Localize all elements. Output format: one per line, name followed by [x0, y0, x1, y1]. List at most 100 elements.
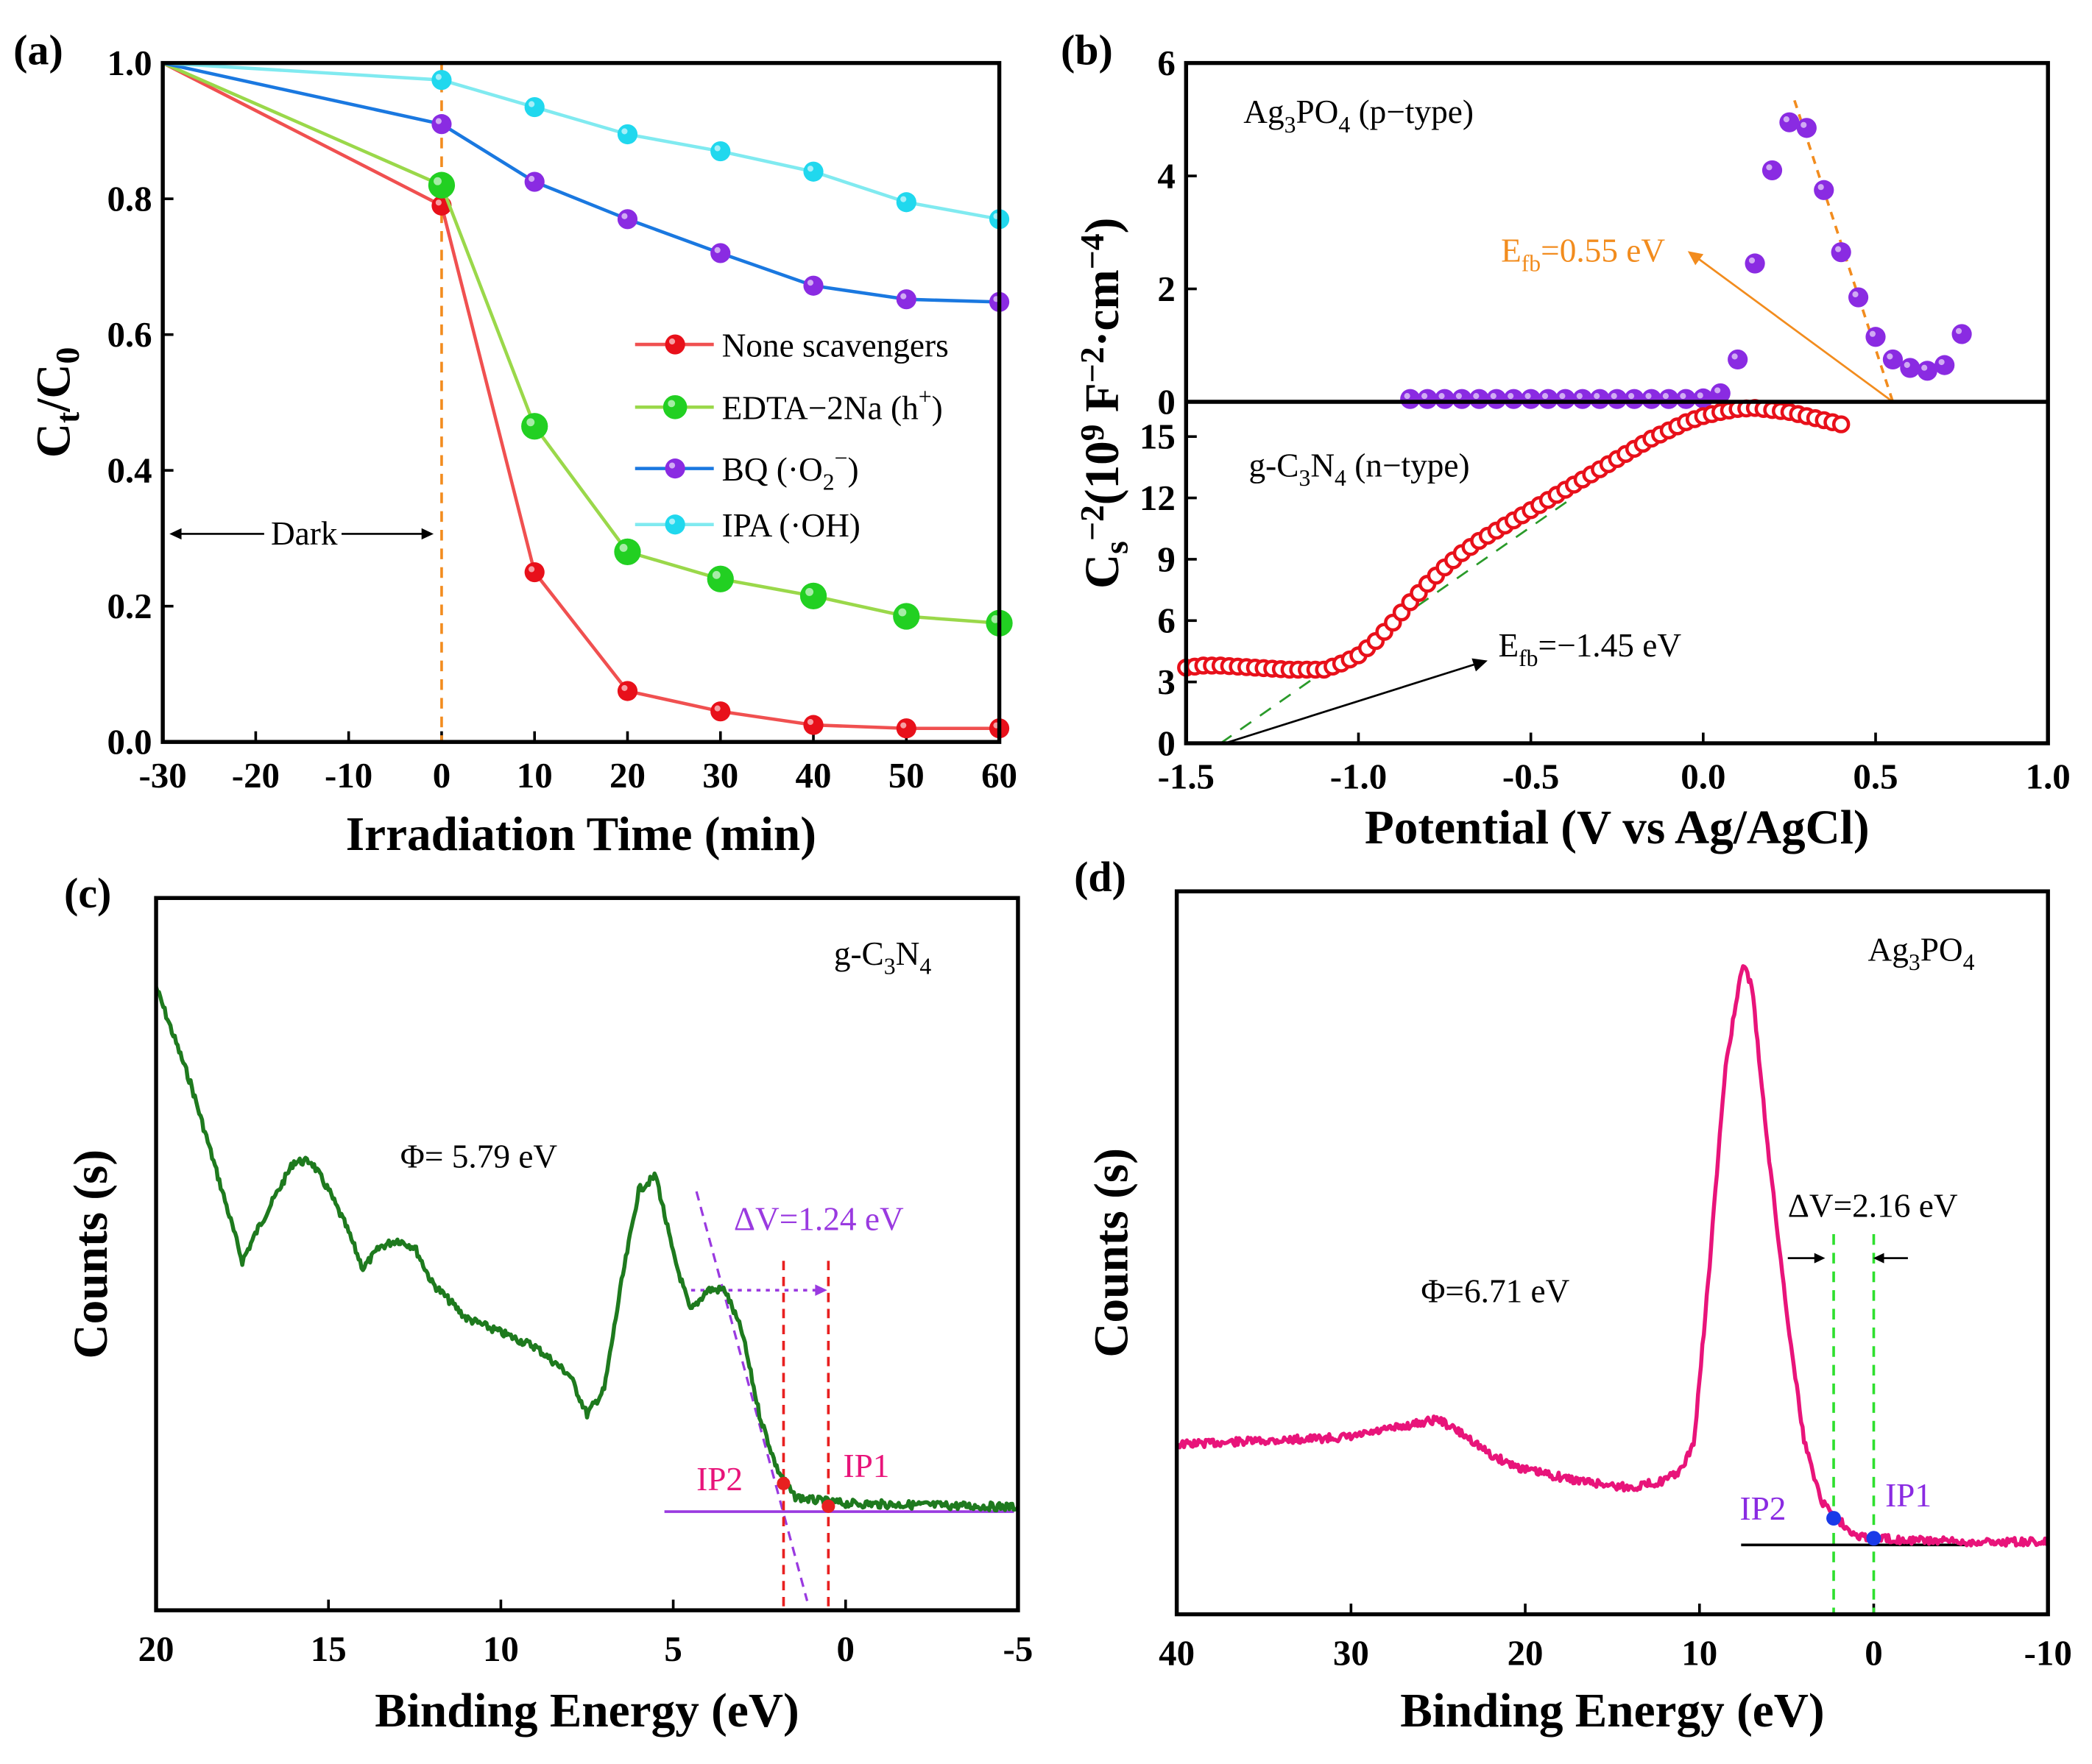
text-part: 3	[1284, 112, 1296, 138]
text-part: 9	[1073, 424, 1111, 441]
marker-highlight	[1835, 246, 1842, 252]
arrow-head	[1814, 1253, 1826, 1264]
marker-highlight	[529, 175, 535, 183]
marker-highlight	[1938, 358, 1945, 366]
ip2-marker	[1826, 1511, 1841, 1526]
y-tick-label: 0.0	[107, 722, 152, 762]
data-point-top	[1865, 327, 1886, 347]
text-part: (d)	[1074, 853, 1126, 901]
legend-marker	[665, 334, 685, 355]
marker-highlight	[668, 462, 676, 469]
x-axis-label: Potential (V vs Ag/AgCl)	[1365, 801, 1870, 854]
text-part: -0.5	[1502, 757, 1559, 797]
efb-arrow-top	[1696, 257, 1894, 403]
marker-highlight	[1508, 393, 1514, 400]
marker-highlight	[434, 177, 442, 185]
data-point-top	[1728, 349, 1748, 370]
ip1-label: IP1	[844, 1448, 890, 1484]
text-part: Irradiation Time (min)	[346, 808, 816, 861]
y-tick-label-top: 6	[1157, 43, 1175, 83]
x-tick-label: 20	[138, 1629, 174, 1669]
data-point	[617, 124, 638, 145]
marker-highlight	[621, 213, 628, 219]
data-point	[524, 96, 545, 118]
text-part: 1.0	[2026, 757, 2071, 797]
x-tick-label: 0	[837, 1629, 855, 1669]
text-part: (a)	[13, 26, 63, 74]
marker-highlight	[1524, 393, 1531, 400]
x-tick-label: -30	[139, 755, 187, 796]
text-part: 0.0	[107, 722, 152, 762]
text-part: -10	[325, 755, 372, 796]
text-part: -1.5	[1158, 757, 1215, 797]
efb-label-bottom: Efb=−1.45 eV	[1498, 627, 1681, 671]
work-function-label: Φ=6.71 eV	[1421, 1272, 1569, 1309]
text-part: 0	[1157, 723, 1175, 763]
text-part: g-C	[1249, 447, 1299, 484]
text-part: 30	[702, 755, 738, 796]
data-point-top	[1675, 389, 1697, 409]
ip1-marker	[821, 1499, 835, 1513]
panel-label: (d)	[1074, 853, 1126, 901]
text-part: )	[847, 451, 858, 488]
text-part: +	[919, 384, 932, 410]
text-part: IP1	[844, 1448, 890, 1484]
text-part: 15	[311, 1629, 347, 1669]
text-part: Ag	[1243, 93, 1284, 130]
text-part: Binding Energy (eV)	[375, 1685, 799, 1738]
marker-highlight	[714, 705, 721, 712]
dark-label-bg	[264, 515, 342, 550]
data-point-top	[1572, 389, 1593, 409]
data-point	[617, 681, 638, 701]
data-point	[614, 538, 641, 565]
x-tick-label: -5	[1003, 1629, 1033, 1669]
arrow-head	[1873, 1253, 1884, 1264]
data-point	[707, 565, 734, 592]
x-tick-label: 30	[1333, 1632, 1369, 1673]
text-part: Φ=6.71 eV	[1421, 1272, 1569, 1309]
series-line	[162, 61, 1000, 731]
text-part: 5	[664, 1629, 682, 1669]
data-point-top	[1848, 287, 1869, 308]
x-tick-label: -20	[232, 755, 280, 796]
text-part: −2	[1073, 505, 1111, 541]
x-tick-label: 40	[1159, 1632, 1195, 1673]
y-tick-label: 0.6	[107, 314, 152, 355]
efb-label-top: Efb=0.55 eV	[1501, 233, 1665, 277]
text-part: 4	[1335, 465, 1346, 491]
x-tick-label: 10	[517, 755, 553, 796]
y-tick-label: 0.2	[107, 586, 152, 626]
y-tick-label-bottom: 3	[1157, 662, 1175, 702]
text-part: ·cm	[1076, 269, 1129, 347]
text-part: )	[932, 390, 943, 427]
marker-highlight	[1697, 392, 1703, 399]
series-line	[162, 61, 1000, 625]
marker-highlight	[526, 418, 535, 427]
text-part: 0	[433, 755, 450, 796]
data-point-top	[1917, 361, 1937, 381]
text-part: 4	[1338, 112, 1350, 138]
text-part: -10	[2024, 1632, 2072, 1673]
text-part: Dark	[271, 515, 338, 552]
y-tick-label-top: 0	[1157, 381, 1175, 422]
y-axis-label: Cs−2(109 F−2·cm−4)	[1073, 218, 1135, 589]
text-part: IP1	[1885, 1477, 1932, 1514]
y-tick-label-bottom: 6	[1157, 601, 1175, 641]
legend-label: IPA (·OH)	[722, 507, 861, 544]
text-part: Φ= 5.79 eV	[400, 1138, 558, 1175]
text-part: Counts (s)	[65, 1150, 118, 1359]
data-point-top	[1538, 389, 1558, 409]
text-part: -30	[139, 755, 187, 796]
arrow-head	[169, 528, 182, 540]
text-part: F	[1076, 383, 1129, 424]
marker-highlight	[807, 166, 814, 172]
data-point-top	[1400, 389, 1421, 409]
efb-arrow-bottom	[1224, 662, 1479, 745]
x-axis-label: Binding Energy (eV)	[1400, 1685, 1824, 1738]
legend-label: EDTA−2Na (h+)	[722, 384, 943, 427]
data-point	[710, 243, 731, 263]
text-part: g-C	[834, 935, 884, 972]
x-tick-label: -0.5	[1502, 757, 1559, 797]
text-part: N	[1310, 447, 1335, 484]
marker-highlight	[619, 543, 628, 552]
